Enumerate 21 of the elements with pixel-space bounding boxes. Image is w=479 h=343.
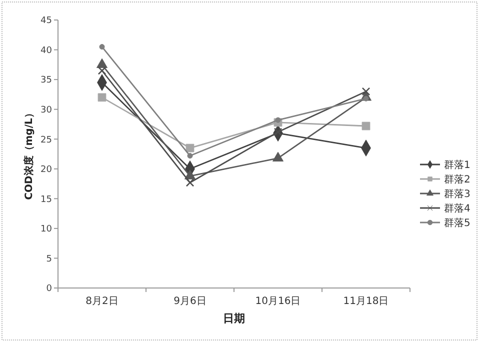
x-tick-label: 8月2日 [86,296,118,307]
legend-label: 群落1 [444,159,470,171]
y-tick-label: 15 [40,194,52,205]
y-tick-label: 45 [40,16,52,26]
y-tick-label: 5 [46,254,52,264]
y-tick-label: 25 [40,135,52,146]
y-tick-label: 0 [46,284,52,294]
x-tick-label: 9月6日 [174,296,206,307]
y-tick-label: 40 [40,46,52,56]
y-axis-title: COD浓度（mg/L） [23,108,35,200]
x-axis-title: 日期 [223,312,245,325]
legend-label: 群落3 [444,188,470,200]
y-tick-label: 30 [40,105,52,116]
x-tick-label: 10月16日 [255,296,301,307]
x-tick-label: 11月18日 [343,296,389,307]
y-tick-label: 10 [40,224,52,235]
legend-label: 群落4 [444,202,470,214]
legend-label: 群落2 [444,174,470,186]
legend-label: 群落5 [444,217,470,229]
y-tick-label: 35 [40,76,52,86]
y-tick-label: 20 [40,165,52,176]
